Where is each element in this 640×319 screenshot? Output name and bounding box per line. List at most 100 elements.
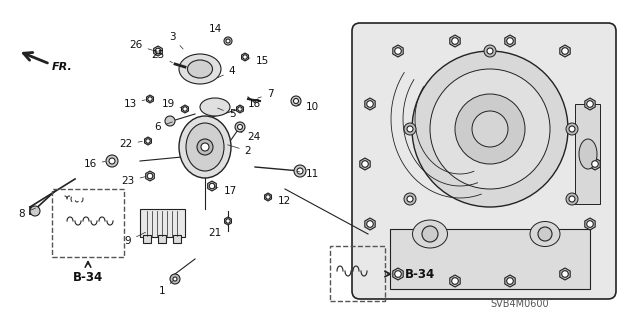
Circle shape: [407, 196, 413, 202]
Ellipse shape: [188, 60, 212, 78]
Text: B-34: B-34: [405, 268, 435, 280]
Circle shape: [294, 165, 306, 177]
Polygon shape: [450, 35, 460, 47]
Circle shape: [173, 277, 177, 281]
Text: 4: 4: [218, 66, 236, 78]
Circle shape: [562, 271, 568, 277]
Bar: [52, 189, 124, 257]
Text: B-34: B-34: [73, 271, 103, 284]
Circle shape: [209, 183, 215, 189]
Polygon shape: [145, 137, 152, 145]
Polygon shape: [560, 268, 570, 280]
Text: 21: 21: [209, 223, 226, 238]
Text: 5: 5: [218, 108, 236, 119]
Bar: [140, 209, 185, 237]
Bar: [330, 246, 385, 301]
Circle shape: [407, 126, 413, 132]
Text: 3: 3: [169, 32, 183, 49]
Polygon shape: [505, 35, 515, 47]
Circle shape: [148, 97, 152, 101]
Ellipse shape: [413, 220, 447, 248]
Circle shape: [562, 48, 568, 54]
Circle shape: [395, 48, 401, 54]
Circle shape: [507, 278, 513, 284]
Polygon shape: [450, 275, 460, 287]
Circle shape: [412, 51, 568, 207]
Circle shape: [404, 123, 416, 135]
Circle shape: [362, 161, 368, 167]
Ellipse shape: [530, 221, 560, 247]
Ellipse shape: [186, 123, 224, 171]
Circle shape: [297, 168, 303, 174]
Circle shape: [455, 94, 525, 164]
Text: 10: 10: [298, 102, 319, 112]
Polygon shape: [365, 98, 375, 110]
Polygon shape: [505, 275, 515, 287]
Circle shape: [592, 161, 598, 167]
Polygon shape: [241, 53, 248, 61]
Circle shape: [109, 158, 115, 164]
Polygon shape: [560, 45, 570, 57]
Circle shape: [266, 195, 270, 199]
Ellipse shape: [200, 98, 230, 116]
Circle shape: [226, 219, 230, 223]
Polygon shape: [147, 95, 154, 103]
Polygon shape: [590, 158, 600, 170]
Ellipse shape: [579, 139, 597, 169]
Circle shape: [566, 193, 578, 205]
Circle shape: [487, 48, 493, 54]
Circle shape: [404, 193, 416, 205]
Text: 13: 13: [124, 99, 145, 109]
Text: 22: 22: [120, 139, 142, 149]
Bar: [575, 104, 600, 204]
Text: 15: 15: [248, 56, 269, 66]
Polygon shape: [154, 46, 163, 56]
Text: 9: 9: [125, 232, 145, 246]
Circle shape: [507, 38, 513, 44]
Text: 24: 24: [241, 132, 260, 142]
Text: FR.: FR.: [52, 62, 73, 72]
Bar: [158, 235, 166, 243]
Circle shape: [569, 126, 575, 132]
Circle shape: [367, 221, 373, 227]
Polygon shape: [393, 45, 403, 57]
Circle shape: [238, 107, 242, 111]
Circle shape: [237, 124, 243, 130]
Polygon shape: [585, 98, 595, 110]
Circle shape: [587, 221, 593, 227]
Circle shape: [472, 111, 508, 147]
Text: 2: 2: [228, 145, 252, 156]
Circle shape: [165, 116, 175, 126]
Circle shape: [294, 99, 298, 103]
Text: 11: 11: [298, 169, 319, 179]
Polygon shape: [393, 268, 403, 280]
Text: 16: 16: [83, 159, 105, 169]
Text: 25: 25: [152, 50, 173, 63]
FancyBboxPatch shape: [352, 23, 616, 299]
Circle shape: [183, 107, 188, 111]
Circle shape: [170, 274, 180, 284]
Text: 19: 19: [161, 99, 182, 109]
Text: 14: 14: [209, 24, 226, 39]
Polygon shape: [264, 193, 271, 201]
Polygon shape: [365, 218, 375, 230]
Polygon shape: [146, 171, 154, 181]
Circle shape: [106, 155, 118, 167]
Circle shape: [367, 101, 373, 107]
Ellipse shape: [179, 116, 231, 178]
Bar: [390, 229, 590, 289]
Polygon shape: [225, 217, 232, 225]
Circle shape: [235, 122, 245, 132]
Circle shape: [395, 271, 401, 277]
Polygon shape: [182, 105, 188, 113]
Circle shape: [226, 39, 230, 43]
Text: 12: 12: [271, 196, 291, 206]
Circle shape: [147, 173, 153, 179]
Circle shape: [243, 55, 247, 59]
Text: 23: 23: [122, 176, 145, 186]
Text: 8: 8: [19, 208, 35, 219]
Circle shape: [224, 37, 232, 45]
Circle shape: [197, 139, 213, 155]
Circle shape: [291, 96, 301, 106]
Circle shape: [422, 226, 438, 242]
